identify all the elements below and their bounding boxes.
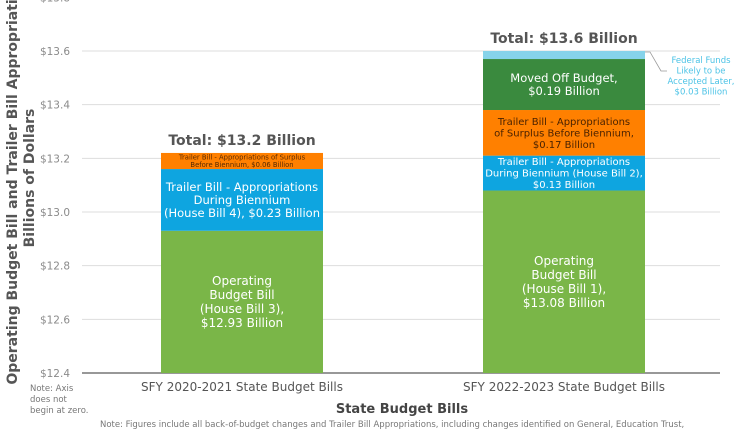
y-tick-label: $13.4	[40, 100, 70, 112]
bar-segment	[483, 50, 645, 60]
total-label: Total: $13.2 Billion	[168, 133, 315, 149]
bar-segment	[483, 110, 645, 156]
y-tick-labels: $12.4 $12.6 $12.8 $13.0 $13.2 $13.4 $13.6 $13.8	[40, 0, 70, 380]
segment-label: Trailer Bill - Appropriations	[165, 180, 318, 194]
y-axis-subtitle: Billions of Dollars	[22, 109, 38, 248]
segment-label: During Biennium (House Bill 2),	[485, 169, 643, 180]
segment-label: of Surplus Before Biennium,	[494, 128, 634, 139]
bar-segment	[483, 190, 645, 373]
x-tick-label: SFY 2020-2021 State Budget Bills	[141, 380, 343, 394]
callout-leader-line	[645, 51, 667, 72]
segment-label: Before Biennium, $0.06 Billion	[190, 161, 293, 169]
y-tick-label: $13.6	[40, 46, 70, 58]
y-tick-label: $13.0	[40, 207, 70, 219]
segment-label: Budget Bill	[531, 268, 596, 282]
segment-label: $0.13 Billion	[533, 180, 595, 191]
y-tick-label: $12.4	[40, 368, 70, 380]
segment-label: (House Bill 3),	[200, 302, 284, 316]
segment-label: Operating	[212, 274, 272, 288]
bar-segment	[483, 59, 645, 111]
x-axis-title: State Budget Bills	[336, 402, 469, 417]
y-tick-label: $12.6	[40, 314, 70, 326]
segment-label: Trailer Bill - Appropriations	[497, 117, 630, 128]
segment-label: Trailer Bill - Appropriations	[497, 157, 630, 168]
y-axis-title: Operating Budget Bill and Trailer Bill A…	[5, 0, 21, 385]
segment-label: (House Bill 1),	[522, 282, 606, 296]
footnote: Note: Figures include all back-of-budget…	[100, 420, 684, 430]
segment-label: $12.93 Billion	[201, 316, 283, 330]
x-tick-label: SFY 2022-2023 State Budget Bills	[463, 380, 665, 394]
segment-label: Accepted Later,	[668, 77, 735, 87]
segment-label: $0.19 Billion	[528, 84, 600, 98]
x-tick-labels: SFY 2020-2021 State Budget Bills SFY 2022…	[141, 380, 665, 394]
segment-label: $13.08 Billion	[523, 296, 605, 310]
axis-note-line: does not	[30, 395, 68, 405]
segment-label: Operating	[534, 254, 594, 268]
segment-label: $0.03 Billion	[675, 87, 728, 97]
segment-label: During Biennium	[194, 193, 291, 207]
bar-segment	[161, 169, 323, 231]
segment-label: Budget Bill	[209, 288, 274, 302]
y-tick-label: $13.8	[40, 0, 70, 4]
y-tick-label: $12.8	[40, 261, 70, 273]
axis-note-line: Note: Axis	[30, 384, 74, 394]
segment-label: Moved Off Budget,	[510, 71, 617, 85]
bar-segment	[161, 230, 323, 373]
segment-label: Trailer Bill - Appropriations of Surplus	[178, 154, 306, 162]
segment-label: $0.17 Billion	[533, 140, 595, 151]
bar-segment	[161, 152, 323, 170]
total-label: Total: $13.6 Billion	[490, 31, 637, 47]
segment-label: Likely to be	[677, 66, 726, 76]
y-tick-label: $13.2	[40, 153, 70, 165]
bar-segment	[483, 155, 645, 191]
segment-label: Federal Funds	[671, 56, 731, 66]
segment-label: (House Bill 4), $0.23 Billion	[164, 206, 320, 220]
axis-note-line: begin at zero.	[30, 406, 88, 416]
